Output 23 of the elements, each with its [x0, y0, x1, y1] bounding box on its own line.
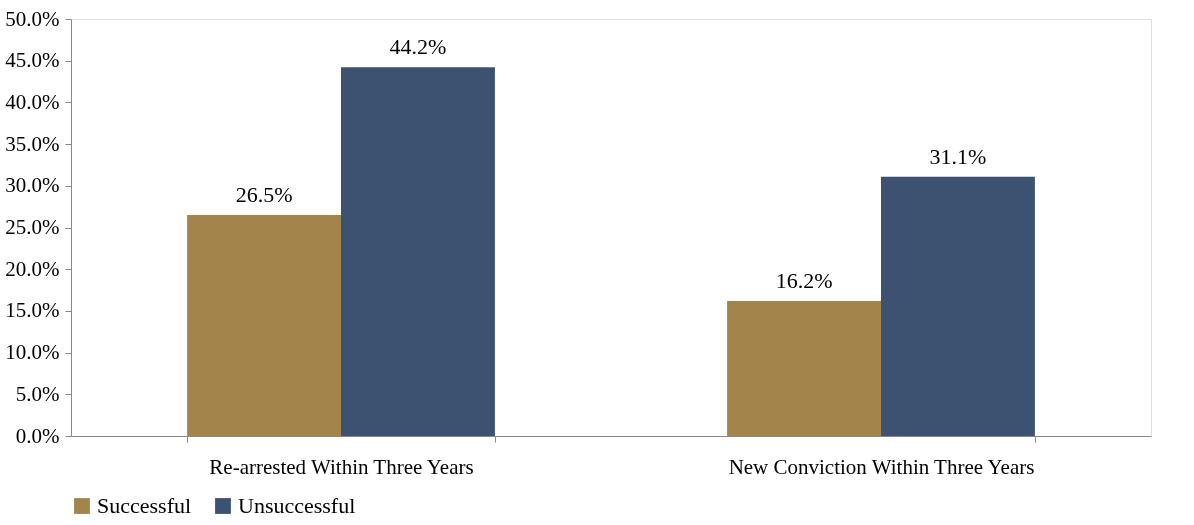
x-tick-label: Re-arrested Within Three Years — [209, 454, 474, 479]
data-label: 16.2% — [775, 267, 833, 293]
y-tick-label: 35.0% — [5, 131, 60, 156]
y-tick-label: 5.0% — [15, 381, 60, 406]
legend-label: Successful — [97, 493, 192, 518]
bar — [187, 214, 341, 436]
data-label: 31.1% — [929, 143, 987, 169]
y-tick-label: 0.0% — [15, 423, 60, 448]
y-tick-label: 25.0% — [5, 215, 60, 239]
data-label: 26.5% — [235, 181, 293, 207]
data-label: 44.2% — [389, 34, 447, 60]
y-tick-label: 15.0% — [5, 298, 60, 323]
bar — [341, 67, 495, 436]
y-tick-label: 20.0% — [5, 256, 60, 281]
y-tick-label: 45.0% — [5, 48, 60, 73]
bar — [881, 176, 1035, 436]
y-tick-label: 50.0% — [5, 6, 60, 31]
x-tick-label: New Conviction Within Three Years — [728, 454, 1035, 479]
bar — [727, 300, 881, 436]
y-tick-label: 40.0% — [5, 89, 60, 114]
y-tick-label: 10.0% — [5, 340, 60, 365]
legend-label: Unsuccessful — [238, 493, 356, 518]
y-tick-label: 30.0% — [5, 173, 60, 198]
